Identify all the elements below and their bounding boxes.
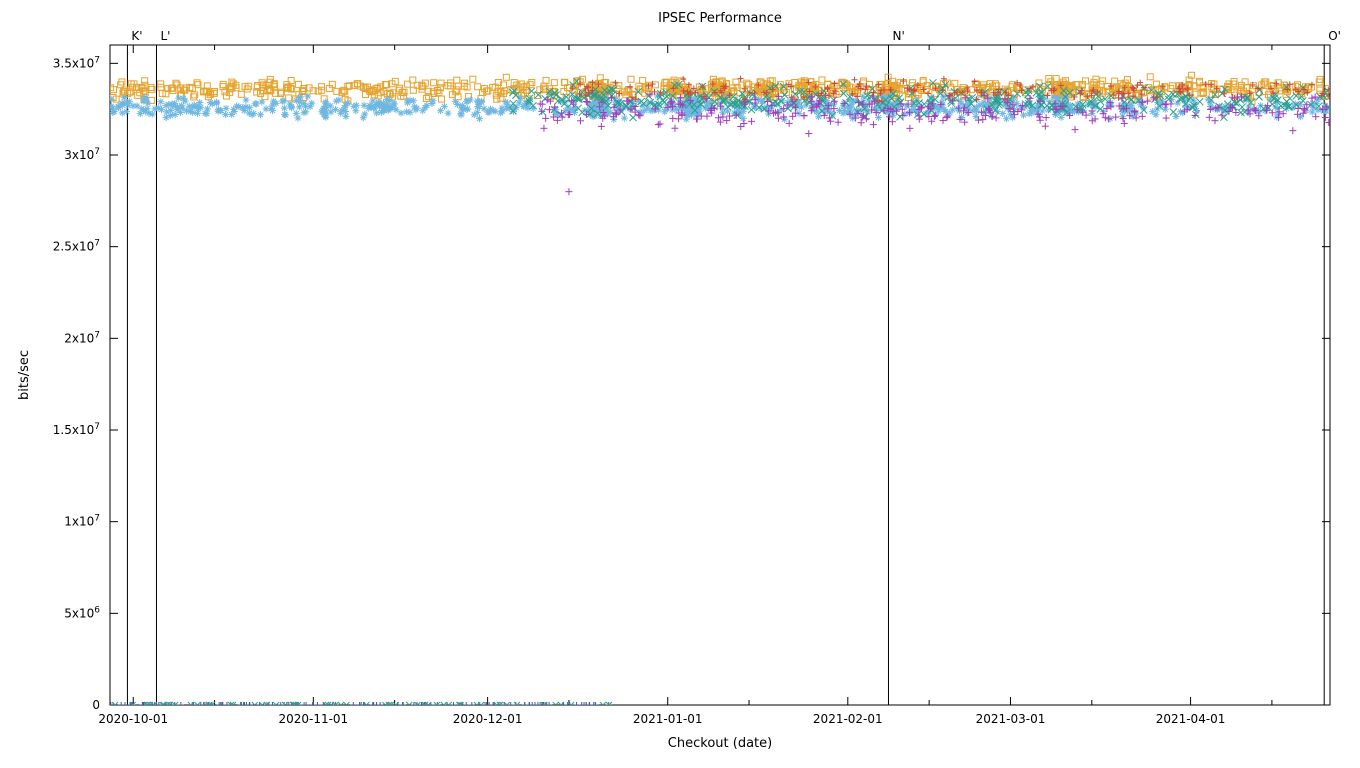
chart-svg: 0 5x106 1x107 1.5x107 2x107 2.5x107 3x107 3.5x1… [0, 0, 1360, 768]
annotation-label: O' [1328, 29, 1341, 43]
x-axis-label: Checkout (date) [668, 736, 772, 751]
y-tick-label: 5x106 [64, 605, 100, 620]
annotation-label: N' [892, 29, 904, 43]
plot-frame [110, 45, 1330, 705]
y-tick-label: 0 [92, 698, 100, 712]
x-tick-label: 2020-11-01 [278, 712, 348, 726]
x-tick-label: 2021-04-01 [1156, 712, 1226, 726]
annotation-label: K' [131, 29, 142, 43]
data-points [108, 72, 1333, 708]
x-tick-label: 2021-02-01 [813, 712, 883, 726]
series-zero-line-plus [108, 702, 612, 708]
chart-title: IPSEC Performance [658, 11, 782, 26]
x-tick-label: 2020-12-01 [453, 712, 523, 726]
x-tick-label: 2020-10-01 [98, 712, 168, 726]
y-axis-label: bits/sec [17, 350, 32, 400]
y-tick-label: 1.5x107 [53, 422, 100, 437]
y-tick-label: 3x107 [64, 147, 100, 162]
x-tick-label: 2021-01-01 [633, 712, 703, 726]
y-tick-label: 3.5x107 [53, 55, 100, 70]
ipsec-performance-chart: 0 5x106 1x107 1.5x107 2x107 2.5x107 3x107 3.5x1… [0, 0, 1360, 768]
x-tick-label: 2021-03-01 [976, 712, 1046, 726]
annotation-label: L' [160, 29, 170, 43]
y-tick-label: 1x107 [64, 514, 100, 529]
y-tick-label: 2x107 [64, 330, 100, 345]
y-tick-label: 2.5x107 [53, 239, 100, 254]
